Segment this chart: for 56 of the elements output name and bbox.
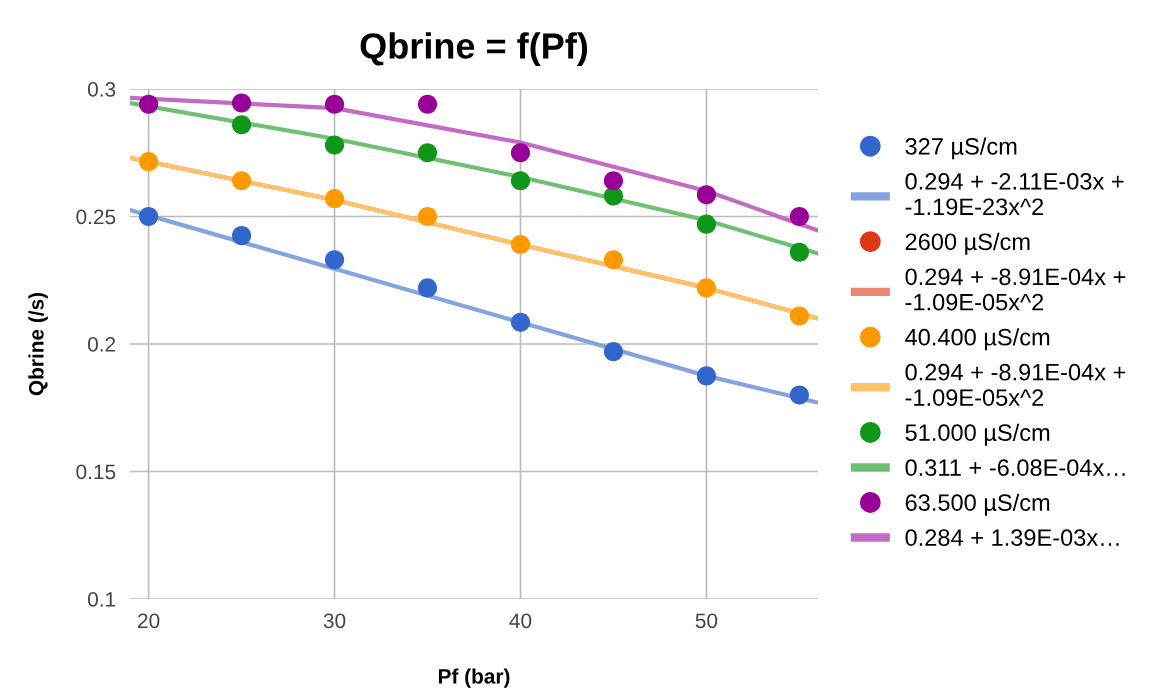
y-axis-title: Qbrine (/s) [28, 292, 48, 396]
point [324, 135, 345, 155]
legend-label: 0.294 + -2.11E-03x + -1.19E-23x^2 [905, 172, 1124, 216]
point [139, 152, 159, 172]
point [417, 278, 438, 298]
legend-label: 51.000 µS/cm [905, 423, 1050, 446]
legend-label: 0.284 + 1.39E-03x… [905, 529, 1119, 546]
line-series [130, 208, 818, 405]
point [139, 206, 159, 227]
legend-label: 0.294 + -8.91E-04x + -1.09E-05x^2 [905, 363, 1126, 406]
legend-label: 63.500 µS/cm [905, 493, 1050, 516]
point [696, 278, 716, 298]
legend-label: 40.400 µS/cm [905, 328, 1050, 351]
x-tick-label: 30 [323, 613, 346, 629]
point [603, 171, 624, 191]
point [324, 94, 345, 114]
point [696, 185, 716, 205]
point [232, 226, 252, 246]
legend-label: 327 µS/cm [905, 137, 1017, 160]
x-tick-label: 40 [509, 613, 532, 629]
point [510, 312, 531, 332]
point [139, 94, 159, 114]
point [603, 250, 624, 270]
point [696, 366, 716, 386]
chart-title: Qbrine = f(Pf) [360, 32, 588, 66]
point [696, 214, 716, 234]
x-tick-label: 20 [138, 613, 160, 629]
y-tick-label: 0.2 [87, 337, 116, 352]
y-tick-label: 0.15 [76, 464, 116, 480]
point [789, 242, 809, 262]
point [417, 206, 438, 227]
point [232, 115, 252, 135]
point [232, 171, 252, 191]
x-axis-title: Pf (bar) [438, 668, 510, 688]
legend-label: 2600 µS/cm [905, 232, 1030, 255]
point [510, 143, 531, 163]
point [603, 342, 624, 362]
legend-label: 0.294 + -8.91E-04x + -1.09E-05x^2 [905, 268, 1126, 311]
point [232, 93, 252, 113]
y-tick-label: 0.3 [87, 82, 116, 97]
point [417, 143, 438, 163]
x-tick-label: 50 [695, 613, 718, 629]
legend-label: 0.311 + -6.08E-04x… [905, 459, 1125, 476]
line-series [130, 100, 818, 256]
line-series [130, 95, 818, 233]
y-tick-label: 0.25 [76, 209, 116, 225]
y-tick-label: 0.1 [87, 592, 116, 607]
point [789, 206, 809, 227]
point [417, 94, 438, 114]
point [789, 385, 809, 405]
point [324, 189, 345, 209]
point [510, 171, 531, 191]
point [324, 250, 345, 270]
line-series [130, 155, 818, 321]
point [510, 234, 531, 255]
point [789, 306, 809, 326]
